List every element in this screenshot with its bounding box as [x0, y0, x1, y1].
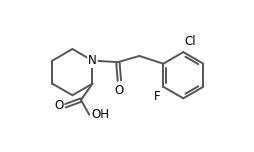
Text: OH: OH [91, 108, 109, 121]
Text: O: O [54, 99, 64, 112]
Text: F: F [154, 90, 161, 103]
Text: N: N [88, 54, 97, 67]
Text: Cl: Cl [185, 35, 197, 48]
Text: O: O [115, 84, 124, 97]
